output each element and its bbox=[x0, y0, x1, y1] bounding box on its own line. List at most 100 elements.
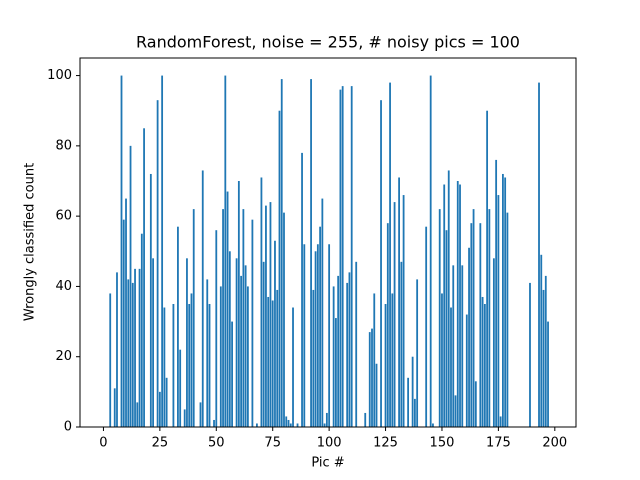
bar bbox=[407, 377, 410, 427]
bar bbox=[183, 409, 186, 427]
bar bbox=[278, 110, 281, 427]
bar bbox=[456, 181, 459, 427]
bar bbox=[143, 128, 145, 428]
bar bbox=[125, 198, 127, 427]
bar bbox=[398, 177, 400, 427]
bar bbox=[303, 244, 306, 427]
bar bbox=[163, 307, 166, 427]
bar bbox=[251, 219, 254, 427]
bar bbox=[237, 181, 240, 427]
bar bbox=[334, 318, 337, 427]
bar bbox=[177, 226, 179, 427]
bar bbox=[190, 293, 193, 427]
bar bbox=[479, 223, 482, 427]
bar bbox=[481, 296, 484, 427]
bar bbox=[312, 289, 315, 427]
bar bbox=[472, 209, 475, 427]
bar bbox=[391, 293, 394, 427]
bar bbox=[461, 265, 464, 427]
bar bbox=[172, 304, 175, 427]
bar bbox=[425, 226, 428, 427]
bar bbox=[373, 293, 376, 427]
bar bbox=[416, 279, 419, 427]
bar bbox=[199, 402, 202, 427]
bar bbox=[499, 416, 502, 427]
bar bbox=[445, 230, 448, 427]
y-tick-label: 100 bbox=[47, 68, 72, 83]
bar bbox=[156, 100, 159, 428]
bar bbox=[443, 184, 446, 427]
x-tick-label: 150 bbox=[430, 436, 455, 451]
x-tick-label: 100 bbox=[317, 436, 342, 451]
bar bbox=[393, 202, 396, 427]
bar bbox=[310, 79, 312, 427]
bar bbox=[246, 286, 249, 427]
bar bbox=[161, 75, 164, 428]
bar bbox=[208, 304, 211, 427]
bar bbox=[138, 268, 141, 427]
plot-frame bbox=[79, 57, 577, 428]
bar bbox=[542, 289, 545, 427]
bar bbox=[384, 304, 387, 427]
bar bbox=[292, 307, 294, 427]
bar bbox=[149, 173, 152, 427]
bar bbox=[319, 226, 322, 427]
bar bbox=[465, 314, 468, 427]
x-axis-label: Pic # bbox=[311, 456, 344, 471]
bar bbox=[483, 304, 486, 427]
bar bbox=[129, 145, 132, 427]
bar bbox=[389, 82, 391, 427]
bar bbox=[341, 86, 344, 427]
bar bbox=[454, 395, 457, 427]
bar bbox=[504, 177, 507, 427]
bar bbox=[350, 86, 353, 427]
x-tick-label: 50 bbox=[208, 436, 225, 451]
bar bbox=[429, 75, 432, 428]
bar bbox=[321, 198, 324, 427]
chart-title: RandomForest, noise = 255, # noisy pics … bbox=[136, 33, 520, 52]
y-tick-label: 60 bbox=[55, 209, 72, 224]
x-tick-label: 175 bbox=[486, 436, 511, 451]
bar bbox=[120, 75, 123, 428]
bar bbox=[213, 419, 215, 427]
bar bbox=[325, 412, 328, 427]
bar bbox=[219, 286, 222, 427]
x-tick-label: 75 bbox=[264, 436, 281, 451]
bar bbox=[127, 279, 130, 427]
bar bbox=[224, 75, 227, 428]
bar bbox=[215, 230, 218, 427]
bar bbox=[244, 265, 247, 427]
bar bbox=[411, 356, 414, 427]
bar bbox=[328, 244, 331, 427]
bar bbox=[134, 268, 136, 427]
bar bbox=[226, 191, 229, 427]
x-tick-label: 200 bbox=[542, 436, 567, 451]
bar bbox=[285, 416, 288, 427]
bar bbox=[206, 279, 209, 427]
bar bbox=[186, 258, 188, 427]
bar bbox=[109, 293, 112, 427]
y-axis-label: Wrongly classified count bbox=[23, 163, 38, 321]
bar bbox=[188, 304, 191, 427]
bar bbox=[337, 275, 340, 427]
bar bbox=[400, 261, 403, 427]
bar bbox=[276, 289, 279, 427]
bar bbox=[179, 349, 182, 427]
bar bbox=[192, 209, 195, 427]
x-tick-label: 125 bbox=[373, 436, 398, 451]
bar bbox=[486, 110, 489, 427]
y-tick-label: 40 bbox=[55, 279, 72, 294]
bar bbox=[438, 209, 441, 427]
bar bbox=[240, 275, 243, 427]
bar bbox=[152, 258, 155, 427]
bar bbox=[262, 261, 265, 427]
bar bbox=[386, 223, 389, 427]
bar bbox=[339, 89, 342, 427]
bar bbox=[316, 244, 319, 427]
bar bbox=[228, 251, 231, 427]
bar bbox=[201, 170, 204, 427]
bar bbox=[231, 321, 233, 427]
bar bbox=[375, 363, 378, 427]
y-tick-label: 20 bbox=[55, 349, 72, 364]
